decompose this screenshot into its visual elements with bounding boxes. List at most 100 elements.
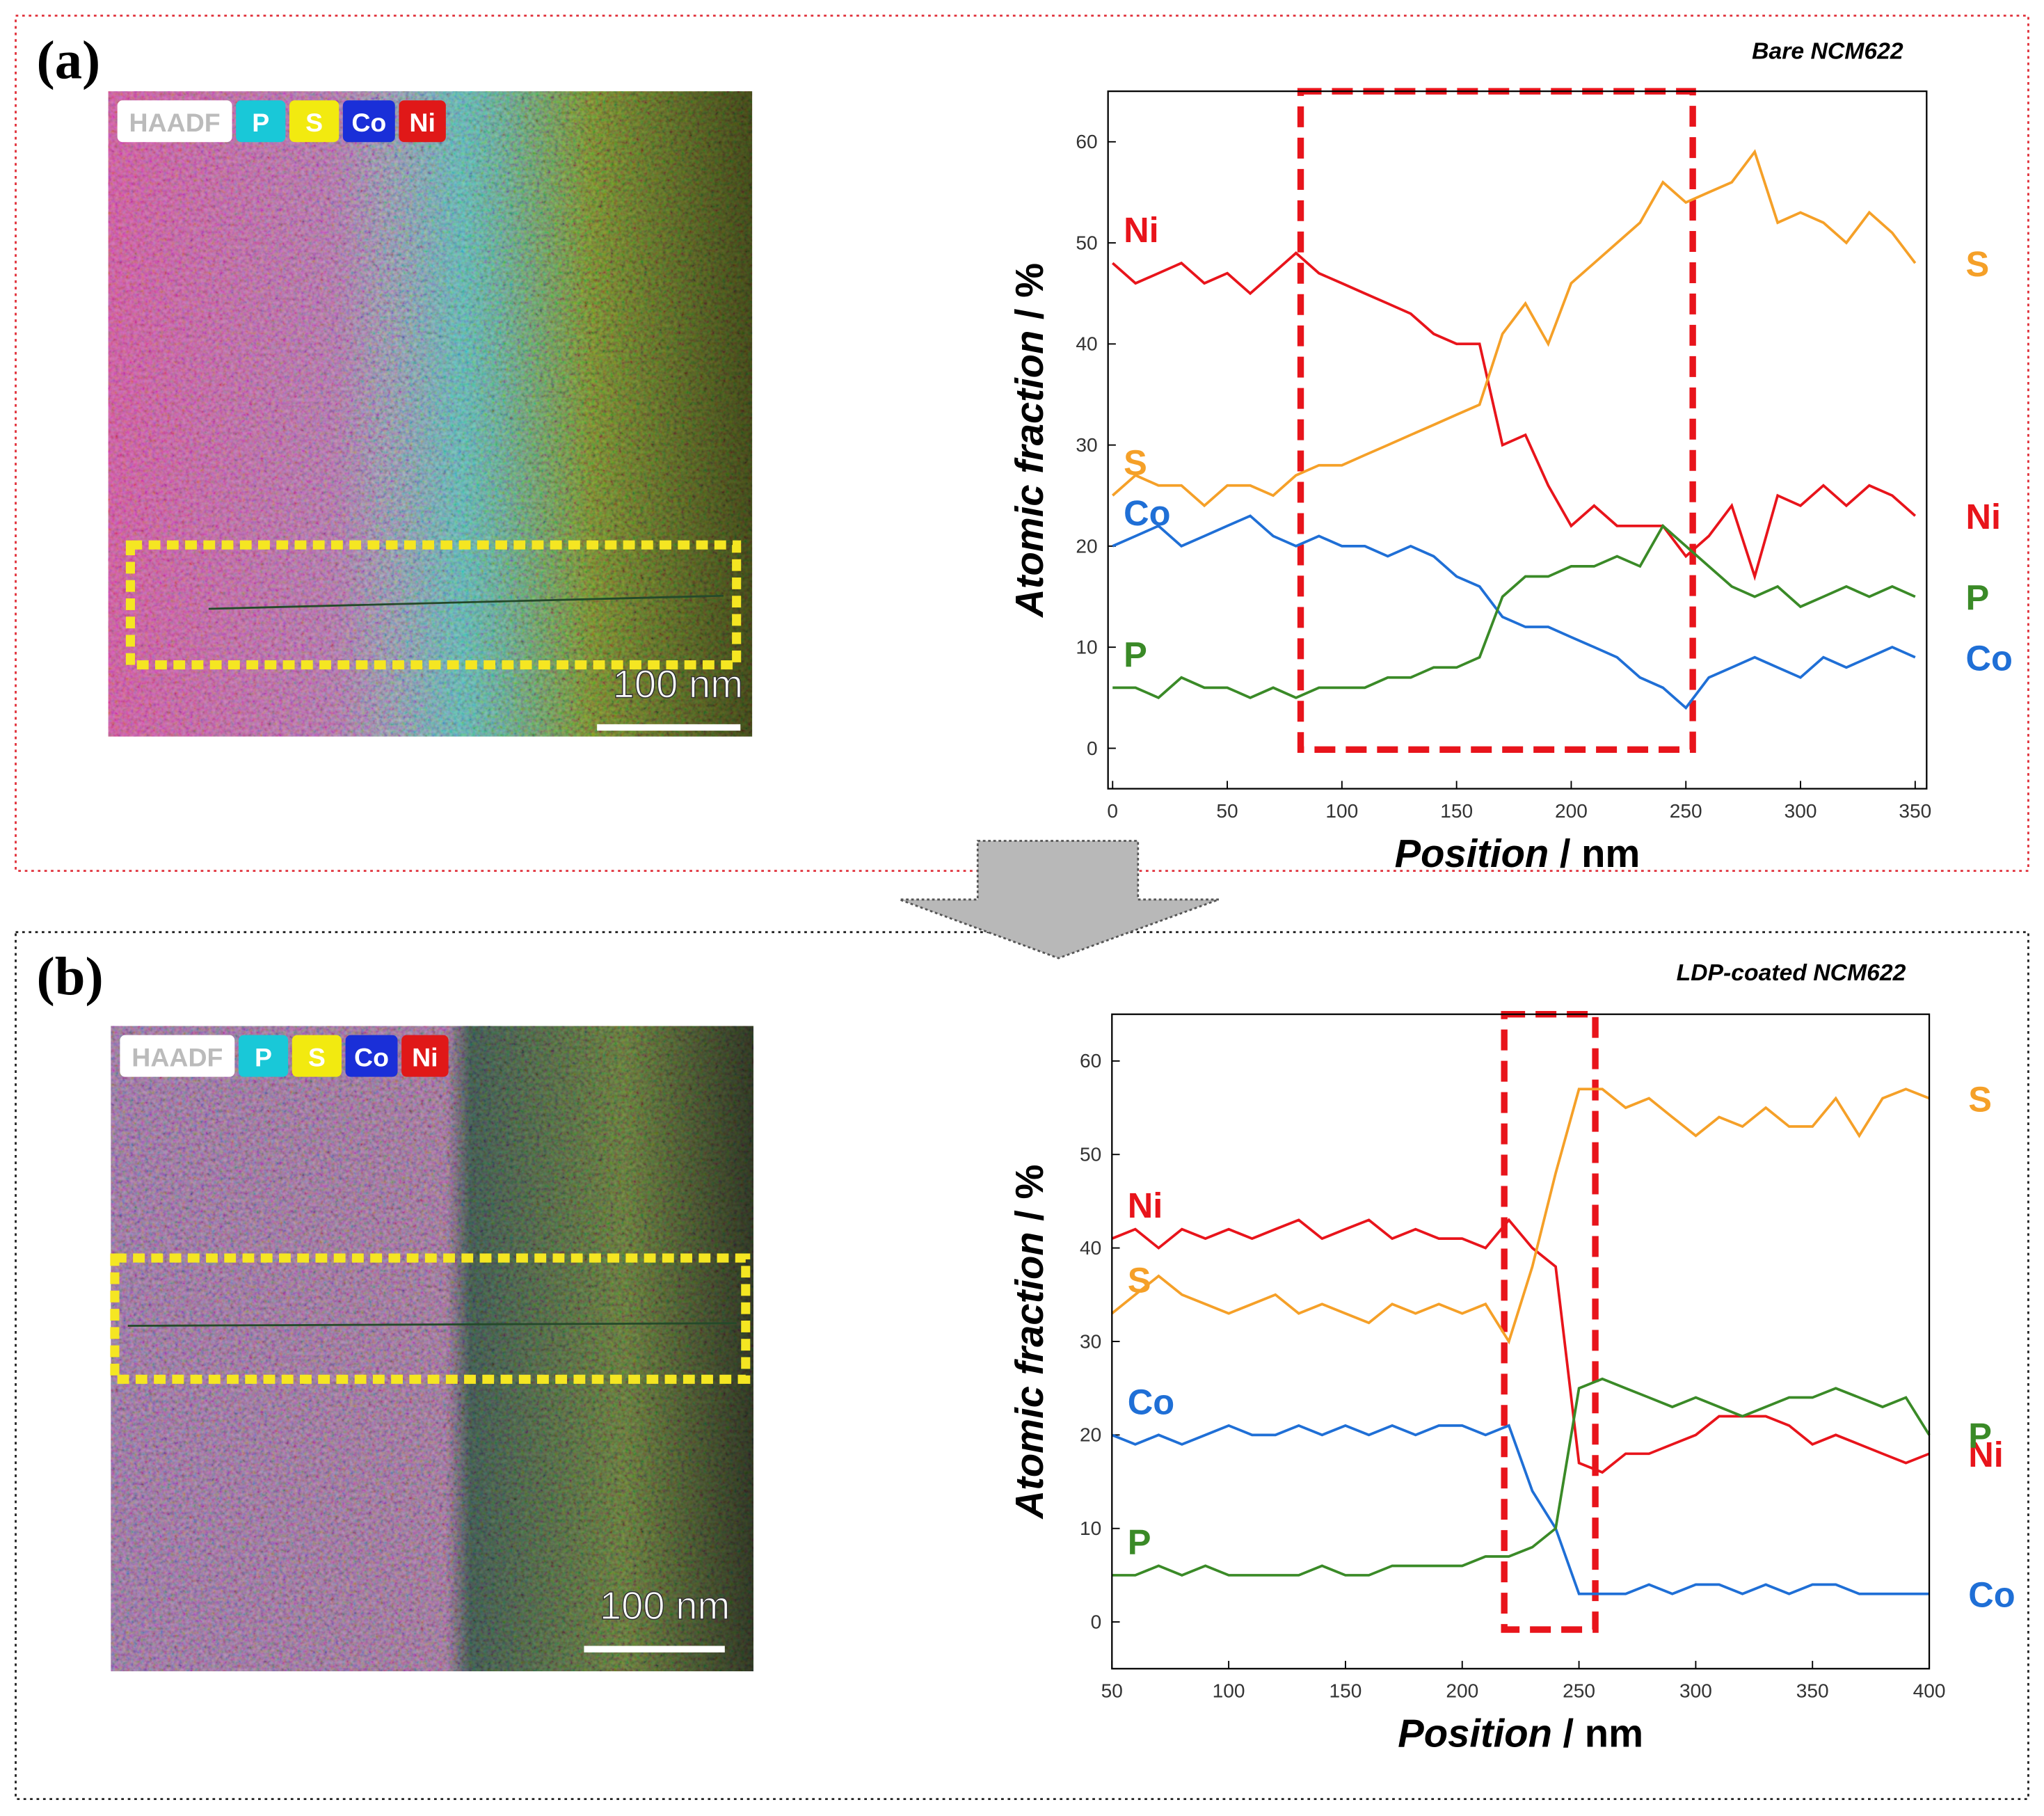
y-tick-label: 10	[1080, 1518, 1101, 1539]
roi-box	[125, 540, 742, 670]
y-axis-label-name: Atomic fraction	[1007, 1232, 1051, 1520]
x-tick-label: 350	[1899, 800, 1931, 822]
channel-label: Ni	[409, 108, 435, 137]
series-label-left: Ni	[1128, 1186, 1163, 1225]
data-line	[1111, 1424, 1930, 1595]
channel-badge	[401, 1035, 449, 1077]
channel-label: Co	[354, 1043, 389, 1072]
plot-frame	[1107, 90, 1928, 790]
channel-badge	[236, 100, 286, 143]
series-label-right: Ni	[1968, 1435, 2004, 1474]
channel-badge	[238, 1035, 289, 1077]
data-line	[1112, 514, 1916, 710]
x-axis-label-unit: / nm	[1560, 831, 1640, 875]
x-tick-label: 50	[1216, 800, 1238, 822]
y-tick-label: 0	[1091, 1611, 1102, 1632]
y-tick-label: 40	[1076, 333, 1097, 355]
series-label-right: Co	[1966, 638, 2013, 678]
x-axis-label-name: Position	[1395, 831, 1549, 875]
x-tick-label: 300	[1784, 800, 1817, 822]
plot-frame	[1111, 1013, 1931, 1670]
channel-label: S	[305, 108, 323, 137]
x-tick-label: 350	[1796, 1680, 1829, 1701]
x-tick-label: 300	[1679, 1680, 1712, 1701]
x-tick-label: 100	[1213, 1680, 1245, 1701]
y-tick-label: 20	[1076, 535, 1097, 557]
channel-label: HAADF	[129, 108, 221, 137]
series-label-left: S	[1124, 443, 1147, 482]
x-axis-label-unit: / nm	[1563, 1712, 1644, 1755]
data-line	[1111, 251, 1917, 581]
data-line	[1112, 523, 1916, 699]
channel-badge	[399, 100, 446, 143]
scale-bar-label: 100 nm	[613, 662, 743, 706]
data-line	[1112, 1377, 1931, 1577]
series-label-right: S	[1966, 244, 1990, 284]
y-axis-label-name: Atomic fraction	[1007, 330, 1051, 619]
x-tick-label: 150	[1440, 800, 1473, 822]
scale-bar-label: 100 nm	[600, 1584, 730, 1627]
panel-label: (a)	[37, 30, 101, 90]
channel-label: HAADF	[131, 1043, 223, 1072]
data-line	[1111, 1088, 1930, 1345]
series-label-left: S	[1128, 1261, 1151, 1300]
channel-label: S	[308, 1043, 326, 1072]
y-tick-label: 50	[1076, 232, 1097, 253]
channel-badge	[345, 1035, 398, 1077]
series-label-left: Ni	[1124, 210, 1159, 250]
channel-label: Co	[351, 108, 386, 137]
y-tick-label: 0	[1087, 738, 1098, 759]
x-tick-label: 100	[1325, 800, 1358, 822]
series-label-left: Co	[1128, 1382, 1174, 1421]
channel-badge	[342, 100, 395, 143]
x-tick-label: 200	[1446, 1680, 1478, 1701]
line-scan	[208, 594, 724, 610]
series-label-left: Co	[1124, 493, 1170, 533]
series-label-right: S	[1968, 1079, 1992, 1119]
series-label-right: Co	[1968, 1575, 2015, 1615]
eds-map-noise	[111, 1026, 754, 1672]
series-label-right: P	[1966, 578, 1990, 617]
channel-label: P	[255, 1043, 272, 1072]
arrow	[899, 840, 1220, 959]
y-tick-label: 30	[1076, 434, 1097, 456]
channel-badge	[117, 100, 232, 143]
y-tick-label: 60	[1076, 131, 1097, 152]
y-axis-label: Atomic fraction / %	[1007, 1165, 1051, 1520]
panel-label: (b)	[37, 947, 104, 1007]
y-tick-label: 40	[1080, 1237, 1101, 1259]
x-tick-label: 400	[1913, 1680, 1946, 1701]
x-tick-label: 150	[1329, 1680, 1362, 1701]
x-tick-label: 200	[1555, 800, 1588, 822]
y-tick-label: 50	[1080, 1144, 1101, 1165]
channel-badge	[289, 100, 340, 143]
chart-title: Bare NCM622	[1752, 38, 1903, 64]
y-axis-label-unit: / %	[1007, 263, 1051, 319]
y-tick-label: 10	[1076, 637, 1097, 658]
data-line	[1111, 1218, 1930, 1474]
highlight-region	[1501, 1011, 1599, 1633]
series-label-right: Ni	[1966, 497, 2002, 536]
y-tick-label: 20	[1080, 1424, 1101, 1446]
x-axis-label-name: Position	[1398, 1712, 1552, 1755]
y-axis-label: Atomic fraction / %	[1007, 263, 1051, 619]
x-tick-label: 50	[1101, 1680, 1123, 1701]
channel-label: Ni	[412, 1043, 438, 1072]
x-axis-label: Position / nm	[1398, 1712, 1643, 1755]
eds-map-noise	[108, 91, 753, 737]
channel-badge	[292, 1035, 342, 1077]
series-label-right: P	[1968, 1416, 1992, 1456]
y-tick-label: 60	[1080, 1050, 1101, 1072]
channel-label: P	[252, 108, 269, 137]
channel-badge	[120, 1035, 235, 1077]
series-label-left: P	[1124, 635, 1147, 674]
x-tick-label: 0	[1107, 800, 1118, 822]
x-tick-label: 250	[1563, 1680, 1595, 1701]
series-label-left: P	[1128, 1522, 1151, 1562]
y-tick-label: 30	[1080, 1330, 1101, 1352]
y-axis-label-unit: / %	[1007, 1165, 1051, 1221]
x-axis-label: Position / nm	[1395, 831, 1640, 875]
chart-title: LDP-coated NCM622	[1677, 959, 1906, 986]
data-line	[1111, 149, 1917, 508]
